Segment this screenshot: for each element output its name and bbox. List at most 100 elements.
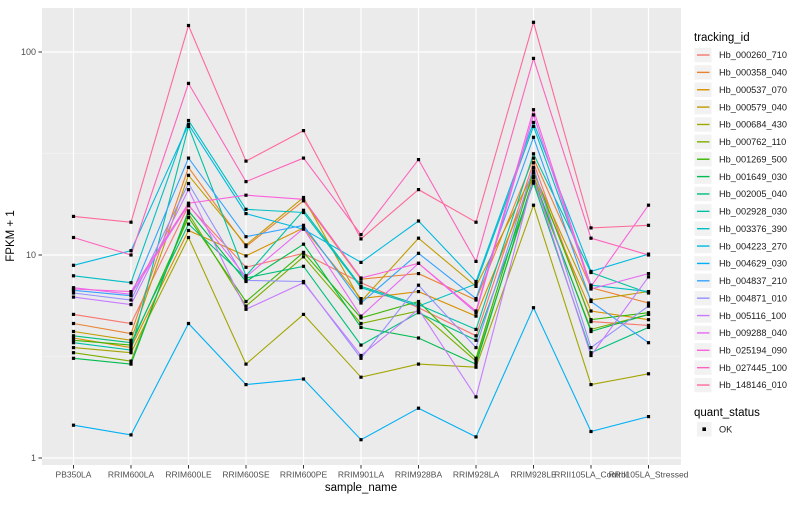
- data-point: [301, 129, 306, 133]
- legend-item: Hb_001649_030: [694, 169, 787, 184]
- data-point: [244, 180, 248, 184]
- data-point: [589, 327, 593, 331]
- legend-item: Hb_027445_100: [694, 360, 787, 375]
- data-point: [589, 351, 593, 355]
- data-point: [359, 325, 363, 329]
- data-point: [71, 329, 76, 334]
- data-point: [646, 372, 651, 376]
- data-point: [474, 338, 478, 342]
- data-point: [531, 181, 536, 185]
- x-axis-title: sample_name: [325, 482, 397, 494]
- data-point: [416, 219, 421, 223]
- legend-item: Hb_002928_030: [694, 204, 787, 219]
- data-point: [244, 265, 248, 269]
- data-point: [244, 275, 248, 279]
- axes: 1 10 100 PB350LA RRIM600LA RRIM600LE RRIM600SE…: [21, 47, 689, 480]
- data-point: [589, 429, 593, 434]
- data-point: [359, 297, 363, 301]
- legend-item: Hb_000579_040: [694, 99, 787, 115]
- data-point: [129, 351, 133, 355]
- data-point: [646, 253, 651, 257]
- data-point: [589, 226, 593, 230]
- data-point: [186, 181, 191, 186]
- data-point: [301, 264, 306, 268]
- data-point: [129, 281, 133, 285]
- data-points: [71, 20, 651, 442]
- data-point: [301, 250, 306, 254]
- data-point: [244, 299, 248, 304]
- data-point: [416, 299, 421, 304]
- data-point: [646, 318, 651, 322]
- data-point: [129, 292, 133, 296]
- x-tick-label: RRIM600SE: [222, 470, 270, 480]
- data-point: [416, 236, 421, 240]
- legend-item-label: Hb_000684_430: [719, 120, 787, 130]
- legend-item-label: Hb_003376_390: [719, 224, 787, 234]
- data-point: [531, 124, 536, 128]
- data-point: [301, 226, 306, 231]
- data-point: [646, 312, 651, 316]
- data-point: [589, 318, 593, 322]
- data-point: [301, 255, 306, 259]
- data-point: [359, 321, 363, 326]
- quant-ok-square-icon: [702, 427, 706, 431]
- data-point: [646, 223, 651, 227]
- quant-status-title: quant_status: [694, 407, 760, 419]
- data-point: [129, 220, 133, 224]
- data-point: [474, 395, 478, 399]
- x-tick-label: RRII105LA_Control: [554, 470, 628, 480]
- data-point: [589, 299, 593, 304]
- legend-item: Hb_000260_710: [694, 47, 787, 63]
- data-point: [359, 438, 363, 442]
- data-point: [186, 165, 191, 169]
- data-point: [359, 314, 363, 318]
- x-tick-label: RRIM928BA: [395, 470, 443, 480]
- data-point: [531, 56, 536, 60]
- data-point: [244, 304, 248, 308]
- data-point: [531, 120, 536, 124]
- legend-item-label: Hb_000358_040: [719, 68, 787, 78]
- data-point: [301, 210, 306, 215]
- data-point: [474, 309, 478, 313]
- data-point: [589, 346, 593, 350]
- data-point: [71, 338, 76, 342]
- data-point: [416, 290, 421, 294]
- data-point: [359, 260, 363, 264]
- data-point: [646, 323, 651, 327]
- data-point: [129, 362, 133, 366]
- data-point: [416, 261, 421, 265]
- data-point: [589, 329, 593, 334]
- legend-items: Hb_000260_710 Hb_000358_040 Hb_000537_070 H…: [694, 47, 787, 393]
- x-tick-label: RRII105LA_Stressed: [609, 470, 689, 480]
- data-point: [531, 176, 536, 180]
- data-point: [186, 228, 191, 233]
- data-point: [301, 312, 306, 316]
- data-point: [474, 284, 478, 288]
- data-point: [474, 311, 478, 315]
- legend-item: Hb_004871_010: [694, 290, 787, 306]
- data-point: [301, 195, 306, 200]
- data-point: [71, 214, 76, 218]
- data-point: [531, 170, 536, 175]
- legend-item-label: Hb_000260_710: [719, 50, 787, 60]
- data-point: [416, 307, 421, 311]
- legend: tracking_id Hb_000260_710Hb_000358_040Hb…: [694, 32, 787, 437]
- quant-ok-label: OK: [719, 425, 733, 435]
- data-point: [474, 356, 478, 360]
- legend-item-label: Hb_000762_110: [719, 137, 786, 147]
- data-point: [71, 334, 76, 338]
- data-point: [416, 336, 421, 340]
- data-point: [359, 301, 363, 305]
- legend-item: Hb_000537_070: [694, 82, 787, 97]
- data-point: [301, 208, 306, 212]
- legend-item-label: Hb_148146_010: [719, 380, 787, 390]
- x-tick-label: PB350LA: [56, 470, 92, 480]
- data-point: [301, 377, 306, 381]
- data-point: [359, 237, 363, 241]
- legend-item: Hb_009288_040: [694, 325, 787, 341]
- data-point: [129, 348, 133, 352]
- legend-item: Hb_148146_010: [694, 377, 787, 393]
- x-tick-label: RRIM928LE: [510, 470, 557, 480]
- x-tick-label: RRIM928LA: [453, 470, 500, 480]
